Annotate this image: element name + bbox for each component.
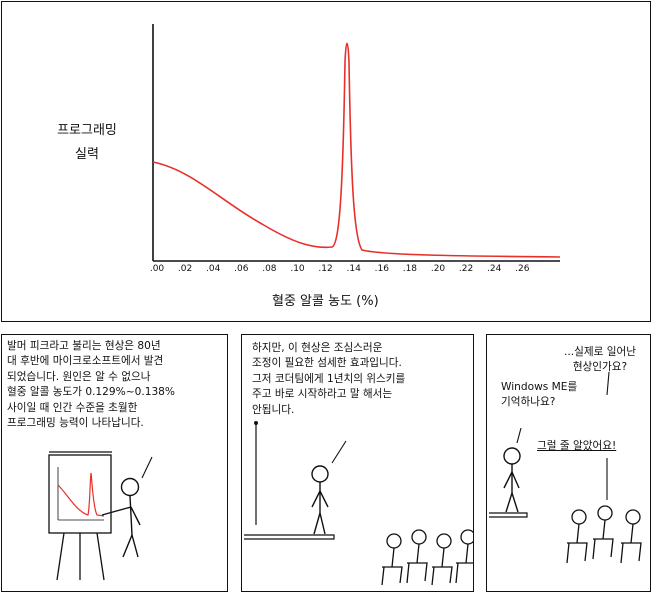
y-axis-label: 프로그래밍 실력: [57, 123, 117, 162]
q-and-a-scene: [489, 371, 642, 564]
panel-2-caption: 하지만, 이 현상은 조심스러운 조정이 필요한 섬세한 효과입니다. 그저 코…: [252, 342, 406, 416]
audience: [381, 529, 473, 586]
comic-panel-2: 하지만, 이 현상은 조심스러운 조정이 필요한 섬세한 효과입니다. 그저 코…: [241, 334, 474, 592]
lecture-scene: [244, 421, 473, 586]
speech-line: [606, 371, 610, 396]
stage: [244, 534, 335, 540]
x-axis-label: 혈중 알콜 농도 (%): [272, 294, 379, 309]
audience-question: ...실제로 일어난 현상인가요?: [564, 346, 636, 374]
x-tick-label: .24: [487, 264, 502, 274]
x-tick-label: .06: [234, 264, 249, 274]
presenter-question: Windows ME를 기억하나요?: [501, 381, 578, 409]
mini-graph-curve: [57, 472, 105, 517]
x-tick-label: .14: [346, 264, 361, 274]
speech-line: [331, 440, 347, 464]
x-tick-label: .16: [374, 264, 389, 274]
graph-panel: 프로그래밍 실력 혈중 알콜 농도 (%) .00 .02 .04 .06 .08 .10…: [1, 1, 651, 322]
x-tick-label: .10: [290, 264, 305, 274]
speech-line: [141, 456, 153, 479]
comic-panel-1: 발머 피크라고 불리는 현상은 80년 대 후반에 마이크로소프트에서 발견 되…: [1, 334, 228, 592]
audience-answer: 그럴 줄 알았어요!: [537, 440, 617, 452]
skill-curve: [152, 42, 561, 258]
x-tick-label: .08: [262, 264, 277, 274]
x-tick-label: .20: [430, 264, 446, 274]
ballmer-peak-graph: [152, 24, 561, 262]
x-tick-label: .04: [206, 264, 221, 274]
x-tick-label: .18: [402, 264, 418, 274]
stage: [489, 512, 528, 518]
presenter-scene: [48, 451, 153, 581]
x-tick-label: .00: [149, 264, 165, 274]
x-tick-label: .22: [458, 264, 474, 274]
comic-panel-3: ...실제로 일어난 현상인가요? Windows ME를 기억하나요? 그럴 …: [486, 334, 651, 592]
presenter-head: [120, 477, 140, 497]
x-tick-label: .12: [318, 264, 333, 274]
x-tick-label: .02: [177, 264, 193, 274]
pointing-arm: [101, 506, 132, 516]
x-tick-label: .26: [515, 264, 530, 274]
audience: [566, 505, 642, 564]
panel-1-caption: 발머 피크라고 불리는 현상은 80년 대 후반에 마이크로소프트에서 발견 되…: [7, 340, 175, 430]
presenter-head: [311, 465, 329, 483]
speech-line: [516, 427, 522, 444]
presenter-head: [503, 447, 521, 465]
